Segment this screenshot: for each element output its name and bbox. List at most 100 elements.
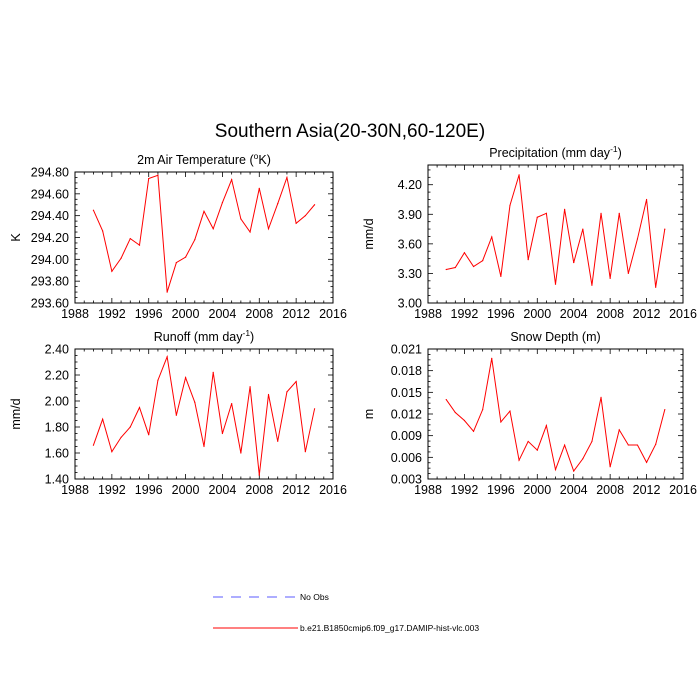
data-point <box>509 204 511 207</box>
x-tick-label: 2008 <box>245 483 273 497</box>
series-line <box>445 358 666 473</box>
data-point <box>203 445 205 448</box>
data-point <box>600 396 602 398</box>
data-point <box>554 283 557 285</box>
x-tick-label: 1996 <box>135 307 163 321</box>
panel-title-sup: -1 <box>610 144 618 154</box>
y-tick-label: 0.009 <box>391 429 422 443</box>
y-tick-label: 0.006 <box>391 451 422 465</box>
y-tick-label: 0.012 <box>391 408 422 422</box>
data-point <box>120 436 122 438</box>
data-point <box>518 459 520 461</box>
data-point <box>609 277 611 279</box>
x-tick-label: 2004 <box>560 307 588 321</box>
data-point <box>212 371 214 373</box>
data-point <box>175 414 177 416</box>
panel-title-text: 2m Air Temperature ( <box>137 153 254 167</box>
data-point <box>554 469 557 471</box>
x-tick-label: 2016 <box>669 483 697 497</box>
data-point <box>157 379 159 381</box>
x-tick-label: 2000 <box>523 483 551 497</box>
data-point <box>645 461 648 463</box>
y-tick-label: 3.90 <box>398 208 422 222</box>
y-tick-label: 0.015 <box>391 386 422 400</box>
series-line <box>92 354 316 476</box>
y-tick-label: 3.00 <box>398 297 422 311</box>
data-point <box>166 291 168 293</box>
data-point <box>454 411 456 414</box>
y-tick-label: 294.00 <box>31 253 69 267</box>
data-point <box>545 212 547 214</box>
data-point <box>582 458 584 460</box>
y-tick-label: 0.018 <box>391 364 422 378</box>
data-point <box>184 377 187 379</box>
panel-title: 2m Air Temperature (oK) <box>137 151 271 167</box>
x-tick-label: 2016 <box>319 307 347 321</box>
y-tick-label: 0.021 <box>391 343 422 357</box>
data-point <box>463 419 466 422</box>
data-point <box>591 440 593 443</box>
panel-title: Snow Depth (m) <box>510 330 600 344</box>
data-point <box>102 418 104 420</box>
panel-2: Precipitation (mm day-1) mm/d 1988 1992 1996… <box>362 144 697 321</box>
y-tick-label: 293.80 <box>31 275 69 289</box>
data-point <box>304 451 306 453</box>
data-point <box>166 356 168 358</box>
panel-1: 2m Air Temperature (oK) K 1988 1992 1996 2000… <box>9 151 347 321</box>
x-tick-label: 2012 <box>282 307 310 321</box>
data-point <box>313 408 316 410</box>
panel-title-sup: o <box>254 151 259 161</box>
data-point <box>600 212 602 214</box>
y-tick-label: 294.20 <box>31 231 69 245</box>
data-point <box>655 286 657 288</box>
data-point <box>295 380 297 383</box>
data-point <box>472 265 475 268</box>
data-point <box>313 204 316 206</box>
x-tick-label: 1992 <box>451 483 479 497</box>
data-point <box>120 257 122 259</box>
data-point <box>148 434 150 436</box>
x-tick-label: 1996 <box>487 483 515 497</box>
data-point <box>564 444 566 446</box>
data-point <box>148 177 150 180</box>
panel-title-after: ) <box>250 330 254 344</box>
y-tick-label: 4.20 <box>398 178 422 192</box>
data-point <box>221 432 224 435</box>
x-tick-label: 1992 <box>98 307 126 321</box>
x-tick-label: 2008 <box>596 307 624 321</box>
data-point <box>518 174 520 176</box>
data-point <box>618 429 620 431</box>
y-tick-label: 294.80 <box>31 166 69 180</box>
data-point <box>138 244 141 246</box>
x-tick-label: 2012 <box>633 483 661 497</box>
plot-frame <box>74 171 334 304</box>
data-point <box>184 256 187 258</box>
data-point <box>231 179 233 181</box>
x-tick-label: 2008 <box>245 307 273 321</box>
x-tick-label: 1992 <box>98 483 126 497</box>
data-point <box>491 357 493 359</box>
data-point <box>212 228 214 230</box>
x-tick-label: 1988 <box>61 483 89 497</box>
data-point <box>92 444 95 446</box>
legend-no-obs-label: No Obs <box>300 592 329 602</box>
y-axis-label: m <box>362 409 376 419</box>
data-point <box>472 430 475 432</box>
data-point <box>655 443 657 445</box>
data-point <box>111 270 113 272</box>
data-point <box>304 215 306 217</box>
figure-title: Southern Asia(20-30N,60-120E) <box>215 121 485 142</box>
y-axis-label: mm/d <box>9 398 23 429</box>
y-tick-label: 3.30 <box>398 267 422 281</box>
data-point <box>286 176 288 179</box>
data-point <box>240 452 242 454</box>
x-tick-label: 1988 <box>414 307 442 321</box>
data-point <box>527 440 529 443</box>
data-point <box>545 424 547 427</box>
y-tick-label: 294.40 <box>31 209 69 223</box>
x-tick-label: 2012 <box>633 307 661 321</box>
y-tick-label: 1.80 <box>45 421 69 435</box>
y-tick-label: 3.60 <box>398 237 422 251</box>
data-point <box>573 261 575 264</box>
